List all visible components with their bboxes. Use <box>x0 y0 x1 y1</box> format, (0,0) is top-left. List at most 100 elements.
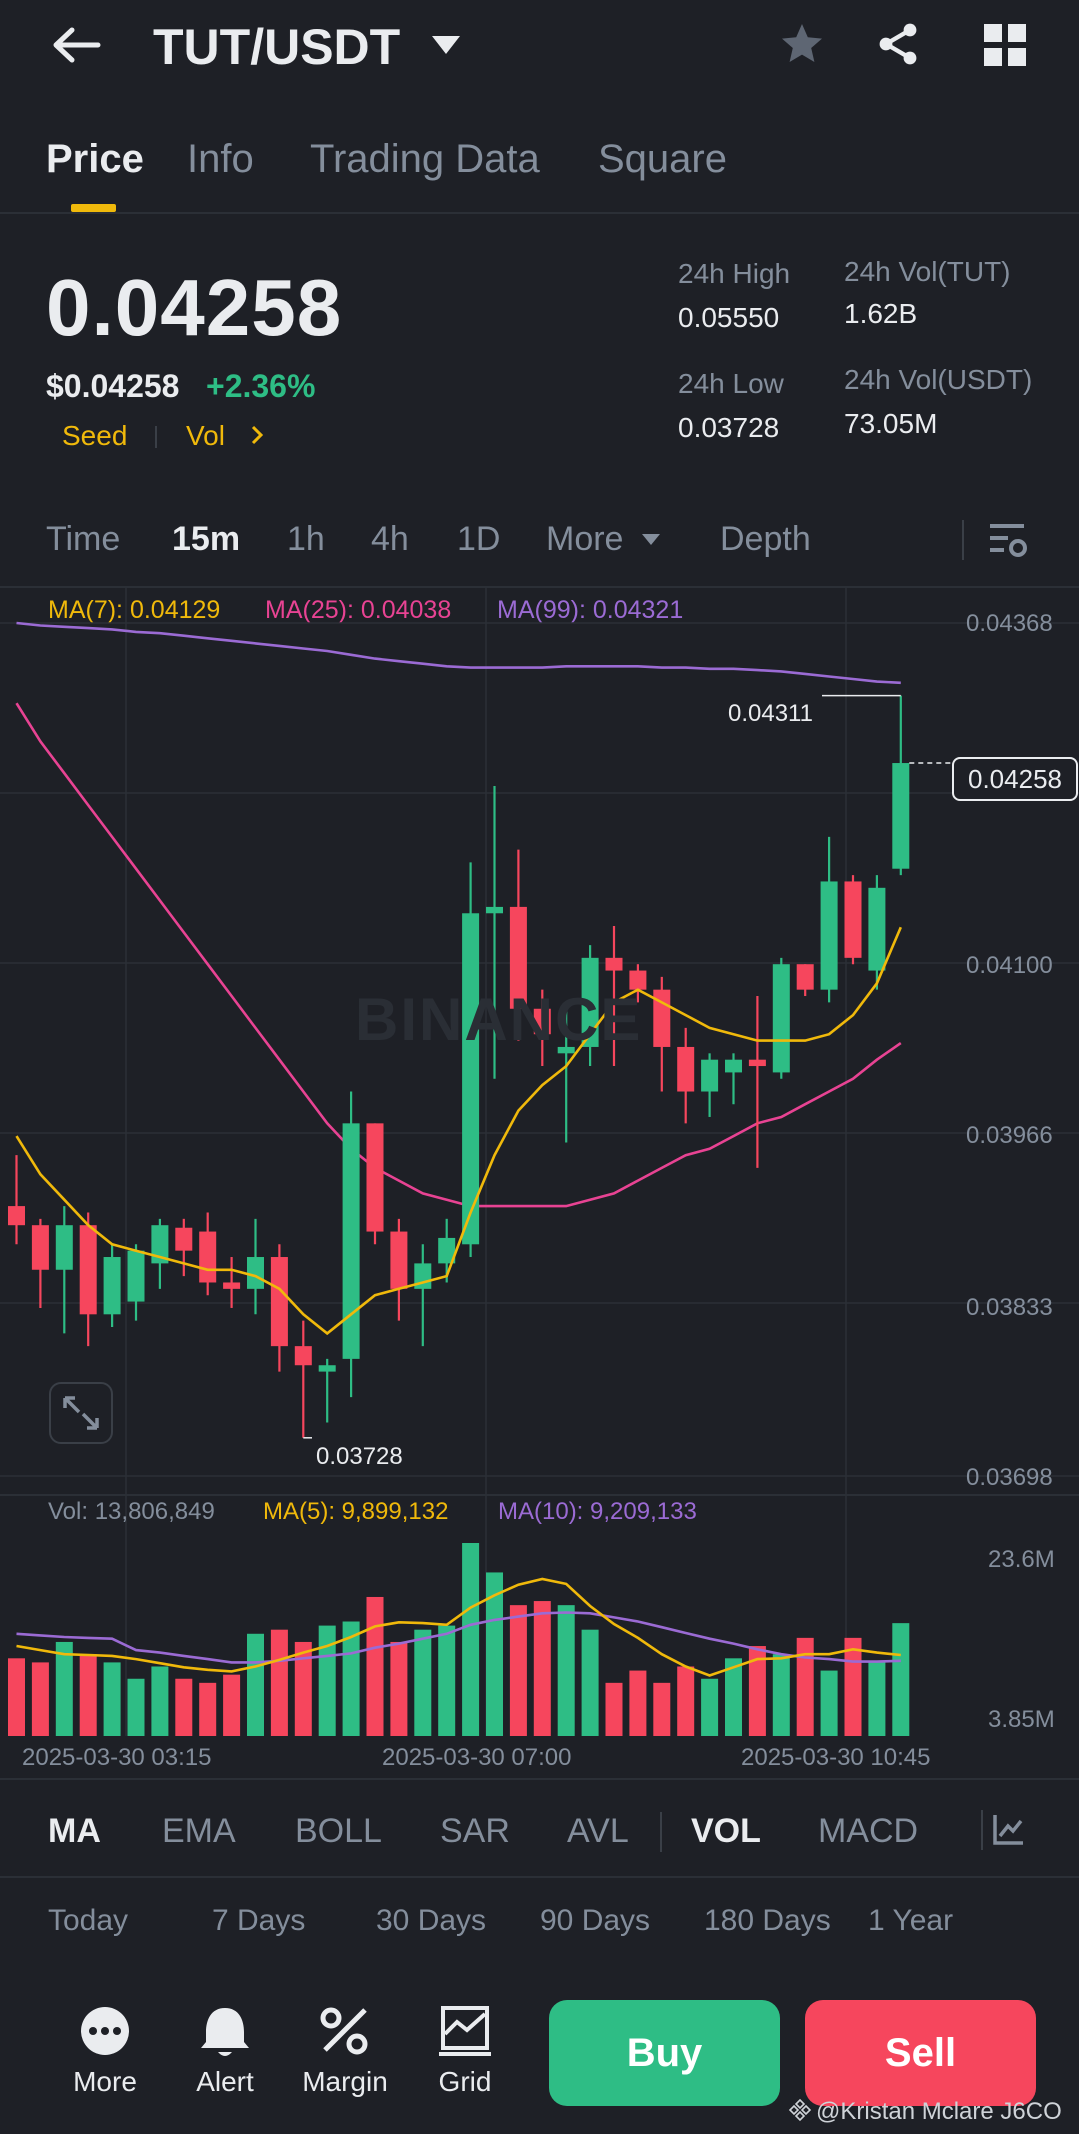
timeframe-4h[interactable]: 4h <box>371 520 409 558</box>
volume-bar <box>8 1658 25 1736</box>
tag-vol[interactable]: Vol <box>186 420 225 451</box>
volume-bar <box>151 1666 169 1736</box>
back-arrow-icon <box>53 27 101 63</box>
alert-button[interactable]: Alert <box>175 2004 275 2098</box>
timeframe-1h[interactable]: 1h <box>287 520 325 558</box>
candle-body <box>199 1231 217 1283</box>
volume-bar <box>533 1601 551 1736</box>
candle-body <box>342 1123 360 1359</box>
volume-bar <box>557 1605 575 1736</box>
high-marker-label: 0.04311 <box>728 700 813 727</box>
candle-body <box>462 913 480 1245</box>
candle-body <box>175 1227 193 1251</box>
pair-title[interactable]: TUT/USDT <box>153 19 401 75</box>
indicator-avl[interactable]: AVL <box>567 1812 629 1850</box>
volume-bar <box>294 1641 312 1736</box>
candle-body <box>748 1059 766 1067</box>
volume-bar <box>390 1641 408 1736</box>
binance-logo-icon <box>788 2098 812 2127</box>
period-7-days[interactable]: 7 Days <box>212 1904 306 1937</box>
vol-ma10-legend: MA(10): 9,209,133 <box>498 1498 697 1525</box>
high-value: 0.05550 <box>678 302 780 333</box>
candle-body <box>390 1231 408 1289</box>
time-axis-label: 2025-03-30 10:45 <box>741 1744 931 1771</box>
candle-body <box>868 887 886 971</box>
candle-body <box>581 957 599 1047</box>
indicator-boll[interactable]: BOLL <box>295 1812 382 1850</box>
period-180-days[interactable]: 180 Days <box>704 1904 831 1937</box>
volume-bar <box>677 1666 695 1736</box>
timeframe-depth[interactable]: Depth <box>720 520 811 558</box>
candle-body <box>247 1257 264 1289</box>
low-value: 0.03728 <box>678 412 780 443</box>
volume-bar <box>725 1658 742 1736</box>
volume-bar <box>270 1629 288 1736</box>
timeframe-divider <box>0 586 1079 588</box>
volume-bar <box>199 1682 217 1736</box>
period-90-days[interactable]: 90 Days <box>540 1904 651 1937</box>
expand-icon <box>63 1396 99 1430</box>
volume-bar <box>318 1625 336 1736</box>
favorite-star-icon[interactable] <box>778 20 826 73</box>
margin-button[interactable]: Margin <box>295 2004 395 2098</box>
indicator-settings-icon[interactable] <box>992 1812 1026 1851</box>
candle-body <box>844 881 862 958</box>
vol-base-value: 1.62B <box>844 298 918 329</box>
candle-body <box>557 1046 575 1054</box>
tag-seed[interactable]: Seed <box>62 420 128 451</box>
chart-settings-icon[interactable] <box>988 520 1028 565</box>
header-divider <box>0 212 1079 214</box>
tab-square[interactable]: Square <box>598 137 727 181</box>
back-button[interactable] <box>48 20 104 70</box>
period-today[interactable]: Today <box>48 1904 129 1937</box>
volume-bar <box>103 1662 121 1736</box>
timeframe-1d[interactable]: 1D <box>457 520 501 558</box>
timeframe-time[interactable]: Time <box>46 520 121 558</box>
more-button[interactable]: More <box>55 2004 155 2098</box>
timeframe-more[interactable]: More <box>546 520 624 558</box>
period-30-days[interactable]: 30 Days <box>376 1904 487 1937</box>
candle-body <box>223 1282 241 1289</box>
ma7-line <box>15 926 902 1336</box>
price-change: +2.36% <box>206 368 316 404</box>
tab-trading-data[interactable]: Trading Data <box>310 137 540 181</box>
volume-bar <box>486 1572 503 1736</box>
grid-layout-icon[interactable] <box>984 24 1026 71</box>
more-dots-icon <box>81 2007 129 2055</box>
candle-body <box>629 970 647 990</box>
candle-body <box>31 1225 49 1270</box>
sell-button[interactable]: Sell <box>805 2000 1036 2106</box>
chevron-right-icon[interactable] <box>250 424 264 451</box>
volume-bar <box>366 1596 384 1736</box>
ma7-legend: MA(7): 0.04129 <box>48 596 221 624</box>
buy-button[interactable]: Buy <box>549 2000 780 2106</box>
vol-axis-label: 3.85M <box>988 1706 1055 1733</box>
period-1-year[interactable]: 1 Year <box>868 1904 954 1937</box>
chart-bottom-divider <box>0 1778 1079 1780</box>
more-label: More <box>73 2066 137 2097</box>
timeframe-15m[interactable]: 15m <box>172 520 241 558</box>
more-dropdown-icon[interactable] <box>641 533 661 552</box>
indicator-ma[interactable]: MA <box>48 1812 101 1850</box>
volume-bar <box>796 1637 814 1736</box>
candle-body <box>677 1046 695 1092</box>
share-icon[interactable] <box>874 20 922 73</box>
tab-info[interactable]: Info <box>187 137 254 181</box>
volume-bar <box>342 1621 360 1736</box>
pair-dropdown-icon[interactable] <box>430 34 462 61</box>
indicator-macd[interactable]: MACD <box>818 1812 919 1850</box>
candle-body <box>151 1225 169 1264</box>
candle-body <box>55 1225 73 1270</box>
indicator-sar[interactable]: SAR <box>440 1812 510 1850</box>
volume-bar <box>772 1654 790 1736</box>
indicator-ema[interactable]: EMA <box>162 1812 236 1850</box>
price-chart[interactable] <box>0 588 1079 1778</box>
candle-body <box>438 1237 456 1264</box>
candle-body <box>270 1257 288 1347</box>
indicator-vol[interactable]: VOL <box>691 1812 761 1850</box>
volume-bar <box>748 1646 766 1736</box>
fullscreen-button[interactable] <box>49 1382 113 1444</box>
grid-button[interactable]: Grid <box>415 2004 515 2098</box>
price-axis-label: 0.03833 <box>966 1294 1053 1321</box>
tab-price[interactable]: Price <box>46 137 144 181</box>
